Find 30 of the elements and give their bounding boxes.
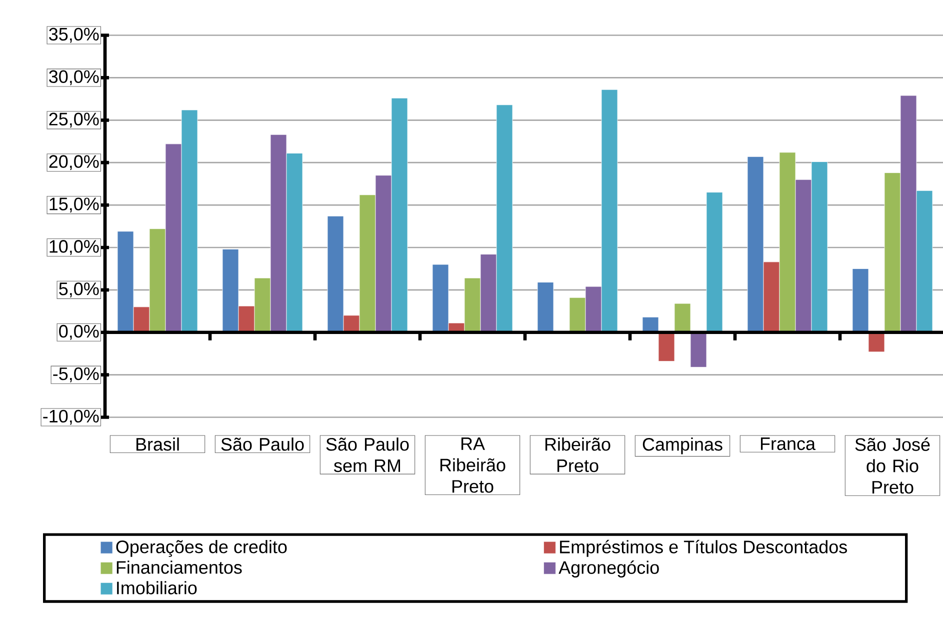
legend-label: Empréstimos e Títulos Descontados	[560, 540, 847, 557]
y-tick-label: 20,0%	[49, 155, 99, 170]
y-tick-label: 10,0%	[50, 240, 99, 255]
bar	[852, 268, 869, 333]
legend-label: Financiamentos	[116, 560, 242, 574]
bar	[706, 192, 723, 333]
y-tick-label: 0,0%	[59, 324, 99, 340]
x-tick-label: São Paulo	[221, 438, 304, 451]
y-tick-label: 5,0%	[59, 282, 99, 298]
bar	[537, 282, 554, 333]
y-tick-label: -10,0%	[43, 410, 99, 425]
y-tick-label: 15,0%	[50, 198, 99, 212]
x-tick-label: São Paulo sem RM	[326, 438, 409, 472]
x-tick-label: Campinas	[642, 438, 722, 454]
y-tick-label: 25,0%	[49, 112, 99, 128]
legend-label: Agronegócio	[558, 560, 659, 578]
bar	[674, 303, 691, 333]
y-tick-label: 35,0%	[49, 28, 99, 43]
bar	[690, 332, 707, 368]
x-tick-label: Brasil	[136, 438, 179, 451]
y-tick-label: -5,0%	[53, 367, 99, 382]
x-tick-label: São José do Rio Preto	[855, 438, 930, 494]
legend-label: Operações de credito	[116, 540, 287, 557]
x-tick-label: RA Ribeirão Preto	[440, 438, 506, 493]
x-tick-label: Franca	[760, 438, 816, 450]
bar	[658, 332, 675, 362]
y-tick-label: 30,0%	[49, 70, 99, 86]
bar	[868, 332, 885, 352]
legend-label: Imobiliario	[117, 581, 197, 594]
x-tick-label: Ribeirão Preto	[545, 438, 610, 472]
